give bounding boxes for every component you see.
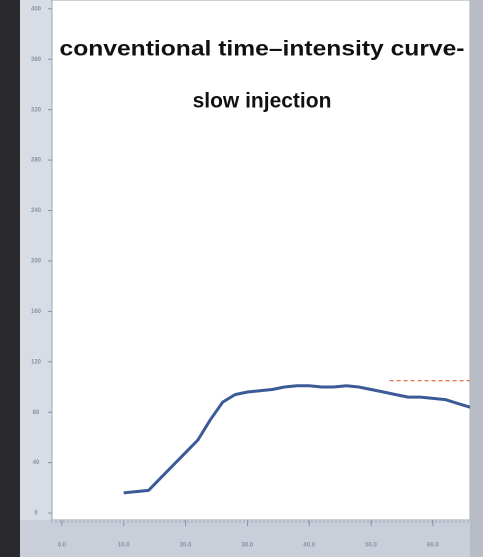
chart-title: conventional time–intensity curve-	[60, 38, 465, 61]
y-tick-label: 40	[33, 460, 40, 466]
y-tick-label: 280	[31, 158, 42, 164]
x-tick-label: 60.0	[427, 543, 439, 549]
y-tick-label: 360	[31, 57, 42, 63]
x-tick-label: 40.0	[303, 543, 315, 549]
x-tick-label: 0.0	[58, 543, 67, 549]
y-tick-label: 400	[31, 6, 42, 12]
right-border	[470, 0, 483, 557]
x-tick-label: 30.0	[242, 543, 254, 549]
plot-area	[51, 0, 471, 521]
y-tick-label: 120	[31, 359, 42, 365]
x-tick-label: 10.0	[118, 543, 130, 549]
y-tick-label: 0	[34, 511, 38, 517]
x-axis-panel	[20, 520, 470, 557]
y-tick-label: 240	[31, 208, 42, 214]
y-tick-label: 320	[31, 107, 42, 113]
y-tick-label: 80	[33, 410, 40, 416]
x-tick-label: 20.0	[180, 543, 192, 549]
y-tick-label: 200	[31, 259, 42, 265]
chart-subtitle: slow injection	[193, 90, 332, 113]
x-tick-label: 50.0	[365, 543, 377, 549]
series-line	[123, 384, 471, 495]
y-tick-label: 160	[31, 309, 42, 315]
